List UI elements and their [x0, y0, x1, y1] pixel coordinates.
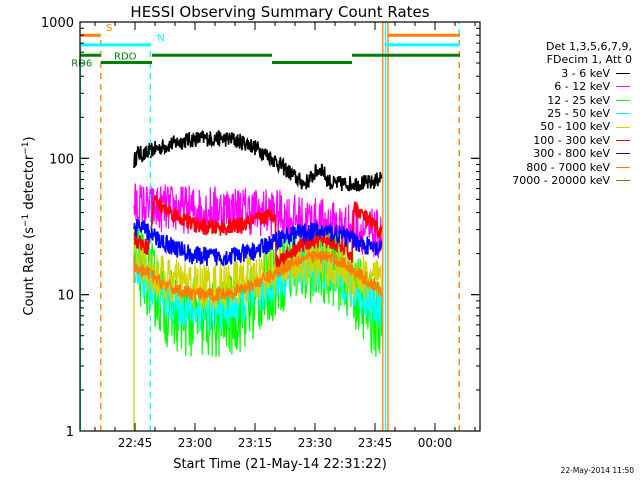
- flag-label-rdo: RDO: [114, 51, 137, 62]
- legend-entry: 300 - 800 keV: [486, 147, 632, 160]
- flag-label-rd6: RD6: [71, 58, 92, 69]
- legend-entry: 3 - 6 keV: [486, 67, 632, 80]
- legend-swatch: [616, 113, 630, 115]
- legend-label: 7000 - 20000 keV: [512, 174, 610, 188]
- x-tick-label: 23:15: [238, 436, 273, 450]
- series-line-5: [133, 233, 383, 311]
- legend-label: 12 - 25 keV: [547, 93, 610, 107]
- legend-label: 800 - 7000 keV: [526, 160, 610, 174]
- legend-entry: 800 - 7000 keV: [486, 161, 632, 174]
- legend-entry: 100 - 300 keV: [486, 134, 632, 147]
- series-line-1: [133, 129, 383, 192]
- x-axis: 22:45 23:00 23:15 23:30 23:45 00:00: [94, 22, 476, 450]
- y-axis-label-sup1: −1: [21, 214, 31, 227]
- x-axis-label: Start Time (21-May-14 22:31:22): [173, 457, 387, 472]
- series-line-6: [133, 194, 383, 268]
- legend-swatch: [616, 99, 630, 101]
- legend-swatch: [616, 166, 630, 168]
- flag-label-s: S: [106, 23, 112, 34]
- chart-title: HESSI Observing Summary Count Rates: [130, 3, 429, 21]
- legend-entry: 25 - 50 keV: [486, 107, 632, 120]
- legend-entry: 7000 - 20000 keV: [486, 174, 632, 187]
- x-tick-label: 23:00: [178, 436, 213, 450]
- legend-label: 25 - 50 keV: [547, 107, 610, 121]
- legend-label: 6 - 12 keV: [554, 80, 610, 94]
- x-tick-label: 22:45: [118, 436, 153, 450]
- legend-swatch: [616, 126, 630, 128]
- y-axis: 1 10 100 1000: [41, 16, 480, 440]
- legend-header-line2: FDecim 1, Att 0: [546, 53, 632, 67]
- y-tick-label: 1000: [41, 16, 74, 31]
- y-axis-label-end: ): [22, 136, 37, 141]
- legend-swatch: [616, 180, 630, 182]
- series-line-7: [133, 218, 383, 267]
- legend-swatch: [616, 153, 630, 155]
- legend: Det 1,3,5,6,7,9, FDecim 1, Att 0 3 - 6 k…: [486, 40, 632, 187]
- x-tick-label: 00:00: [418, 436, 453, 450]
- legend-label: 300 - 800 keV: [533, 147, 610, 161]
- series-line-8: [133, 250, 383, 304]
- y-axis-label-mid: detector: [22, 154, 37, 214]
- y-axis-label-sup2: −1: [21, 141, 31, 154]
- legend-label: 50 - 100 keV: [540, 120, 610, 134]
- x-tick-label: 23:45: [358, 436, 393, 450]
- y-tick-label: 1: [66, 425, 74, 440]
- y-axis-label: Count Rate (s−1 detector−1): [21, 136, 37, 315]
- plot-frame: [79, 21, 481, 432]
- y-axis-label-main: Count Rate (s: [22, 227, 37, 316]
- x-tick-label: 23:30: [298, 436, 333, 450]
- generation-timestamp: 22-May-2014 11:50: [560, 466, 634, 475]
- y-tick-label: 100: [49, 152, 74, 167]
- legend-swatch: [616, 140, 630, 142]
- legend-entry: 12 - 25 keV: [486, 94, 632, 107]
- legend-label: 100 - 300 keV: [533, 133, 610, 147]
- legend-header-line1: Det 1,3,5,6,7,9,: [545, 40, 632, 53]
- legend-entry: 6 - 12 keV: [486, 80, 632, 93]
- y-tick-label: 10: [57, 289, 74, 304]
- legend-swatch: [616, 86, 630, 88]
- flag-label-n: N: [157, 33, 164, 44]
- legend-entry: 50 - 100 keV: [486, 120, 632, 133]
- legend-label: 3 - 6 keV: [561, 66, 610, 80]
- legend-swatch: [616, 73, 630, 75]
